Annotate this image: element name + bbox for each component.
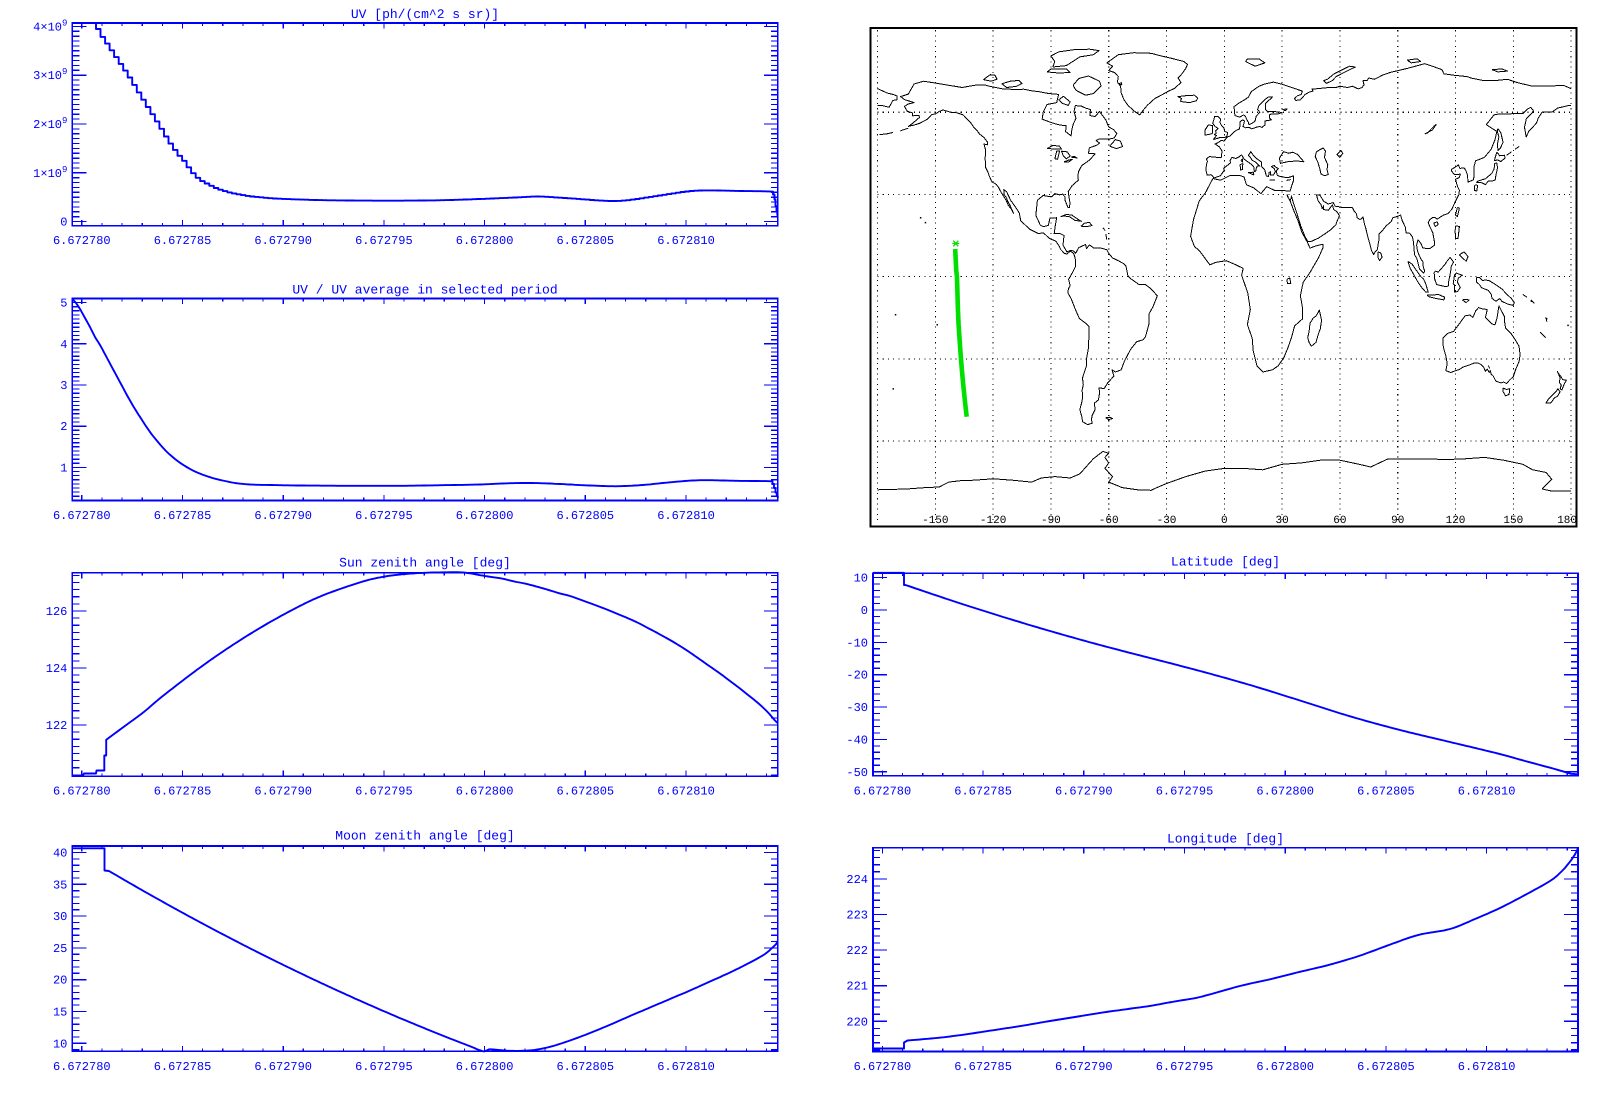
- svg-text:Moon zenith angle [deg]: Moon zenith angle [deg]: [335, 829, 514, 844]
- svg-text:-20: -20: [846, 669, 868, 683]
- svg-text:6.672785: 6.672785: [954, 1060, 1012, 1074]
- svg-text:3: 3: [60, 379, 67, 393]
- svg-text:6.672785: 6.672785: [154, 1060, 212, 1074]
- svg-text:6.672805: 6.672805: [1357, 1060, 1415, 1074]
- svg-text:6.672780: 6.672780: [854, 785, 912, 799]
- svg-text:6.672810: 6.672810: [657, 785, 715, 799]
- svg-text:2: 2: [60, 420, 67, 434]
- svg-text:5: 5: [60, 297, 67, 311]
- svg-text:6.672780: 6.672780: [53, 1060, 111, 1074]
- svg-text:6.672800: 6.672800: [456, 1060, 514, 1074]
- svg-text:0: 0: [60, 216, 67, 230]
- svg-text:Longitude [deg]: Longitude [deg]: [1167, 832, 1284, 847]
- svg-text:6.672810: 6.672810: [1458, 785, 1516, 799]
- svg-text:220: 220: [846, 1015, 868, 1029]
- svg-text:-30: -30: [846, 701, 868, 715]
- svg-text:6.672805: 6.672805: [1357, 785, 1415, 799]
- svg-text:10: 10: [53, 1037, 67, 1051]
- svg-text:35: 35: [53, 878, 67, 892]
- svg-text:6.672800: 6.672800: [1256, 1060, 1314, 1074]
- svg-text:6.672780: 6.672780: [53, 509, 111, 523]
- svg-text:222: 222: [846, 944, 868, 958]
- svg-text:6.672785: 6.672785: [954, 785, 1012, 799]
- svg-text:6.672780: 6.672780: [53, 785, 111, 799]
- svg-text:-90: -90: [1041, 515, 1061, 527]
- svg-text:6.672795: 6.672795: [1156, 1060, 1214, 1074]
- svg-text:4: 4: [60, 338, 67, 352]
- svg-text:6.672795: 6.672795: [355, 509, 413, 523]
- svg-text:180: 180: [1557, 515, 1577, 527]
- svg-text:60: 60: [1333, 515, 1346, 527]
- svg-text:150: 150: [1503, 515, 1523, 527]
- svg-text:UV / UV average in selected pe: UV / UV average in selected period: [292, 283, 557, 298]
- svg-text:6.672790: 6.672790: [1055, 785, 1113, 799]
- svg-text:1: 1: [60, 461, 67, 475]
- svg-text:30: 30: [53, 910, 67, 924]
- svg-text:3×109: 3×109: [33, 67, 67, 83]
- svg-text:120: 120: [1446, 515, 1466, 527]
- svg-text:-150: -150: [922, 515, 948, 527]
- svg-text:221: 221: [846, 980, 868, 994]
- svg-text:224: 224: [846, 873, 868, 887]
- svg-text:15: 15: [53, 1006, 67, 1020]
- svg-text:6.672790: 6.672790: [254, 1060, 312, 1074]
- svg-text:0: 0: [861, 604, 868, 618]
- svg-text:6.672800: 6.672800: [456, 785, 514, 799]
- svg-text:6.672780: 6.672780: [854, 1060, 912, 1074]
- svg-text:40: 40: [53, 847, 67, 861]
- svg-text:6.672790: 6.672790: [254, 509, 312, 523]
- svg-text:-60: -60: [1099, 515, 1119, 527]
- svg-text:1×109: 1×109: [33, 165, 67, 181]
- svg-text:6.672805: 6.672805: [556, 1060, 614, 1074]
- svg-text:6.672785: 6.672785: [154, 509, 212, 523]
- svg-text:4×109: 4×109: [33, 18, 67, 34]
- svg-text:6.672805: 6.672805: [556, 785, 614, 799]
- svg-text:6.672795: 6.672795: [355, 1060, 413, 1074]
- svg-text:124: 124: [46, 662, 68, 676]
- svg-text:90: 90: [1391, 515, 1404, 527]
- svg-text:6.672800: 6.672800: [1256, 785, 1314, 799]
- svg-text:-50: -50: [846, 766, 868, 780]
- svg-text:UV [ph/(cm^2 s sr)]: UV [ph/(cm^2 s sr)]: [351, 7, 499, 22]
- svg-text:6.672790: 6.672790: [1055, 1060, 1113, 1074]
- svg-text:Sun zenith angle [deg]: Sun zenith angle [deg]: [339, 556, 511, 571]
- svg-text:0: 0: [1221, 515, 1228, 527]
- svg-text:30: 30: [1275, 515, 1288, 527]
- svg-text:126: 126: [46, 605, 68, 619]
- svg-text:-30: -30: [1157, 515, 1177, 527]
- svg-text:6.672790: 6.672790: [254, 234, 312, 248]
- svg-text:223: 223: [846, 909, 868, 923]
- svg-text:6.672785: 6.672785: [154, 234, 212, 248]
- svg-text:6.672810: 6.672810: [657, 1060, 715, 1074]
- svg-text:10: 10: [854, 572, 868, 586]
- svg-text:-40: -40: [846, 733, 868, 747]
- svg-text:6.672810: 6.672810: [657, 509, 715, 523]
- svg-text:6.672810: 6.672810: [657, 234, 715, 248]
- svg-text:6.672805: 6.672805: [556, 509, 614, 523]
- svg-text:6.672790: 6.672790: [254, 785, 312, 799]
- svg-text:-120: -120: [980, 515, 1006, 527]
- svg-text:2×109: 2×109: [33, 116, 67, 132]
- svg-text:25: 25: [53, 942, 67, 956]
- svg-text:6.672785: 6.672785: [154, 785, 212, 799]
- svg-text:6.672795: 6.672795: [355, 234, 413, 248]
- svg-text:20: 20: [53, 974, 67, 988]
- svg-text:6.672805: 6.672805: [556, 234, 614, 248]
- svg-text:Latitude [deg]: Latitude [deg]: [1171, 555, 1280, 570]
- svg-text:6.672810: 6.672810: [1458, 1060, 1516, 1074]
- svg-text:6.672795: 6.672795: [355, 785, 413, 799]
- svg-text:122: 122: [46, 719, 68, 733]
- svg-text:6.672800: 6.672800: [456, 234, 514, 248]
- svg-text:6.672795: 6.672795: [1156, 785, 1214, 799]
- svg-text:6.672800: 6.672800: [456, 509, 514, 523]
- svg-text:6.672780: 6.672780: [53, 234, 111, 248]
- svg-text:-10: -10: [846, 636, 868, 650]
